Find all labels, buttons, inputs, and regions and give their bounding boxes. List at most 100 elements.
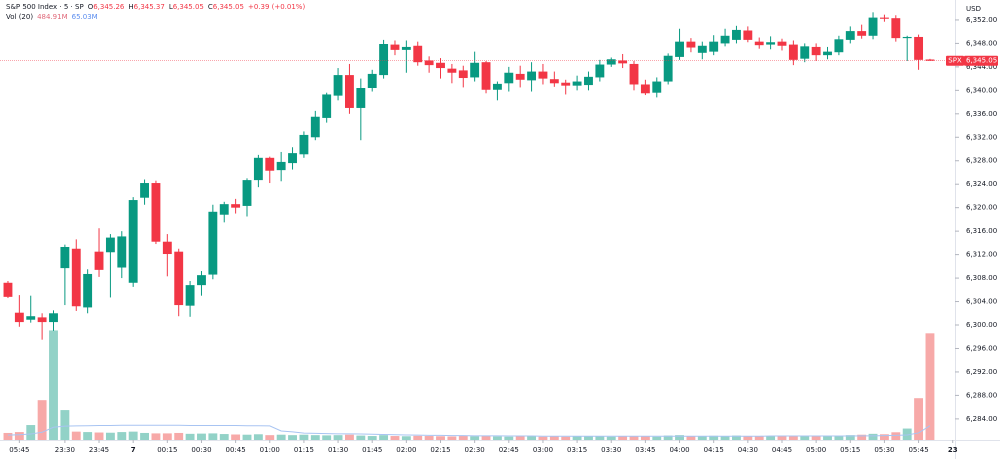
y-tick-label: 6,316.00: [966, 227, 997, 235]
volume-bar: [481, 435, 491, 440]
volume-bar: [879, 434, 889, 440]
candle-body: [527, 71, 537, 81]
candle-body: [640, 84, 650, 94]
ohlc-value: 6,345.05: [172, 3, 204, 11]
x-tick-label: 03:00: [533, 446, 553, 454]
volume-bar: [447, 436, 457, 440]
volume-bar: [219, 434, 229, 440]
volume-bar: [800, 436, 810, 440]
ohlc-key: O: [87, 3, 94, 11]
volume-bar: [197, 433, 206, 440]
volume-bar: [390, 436, 400, 440]
ohlc: H6,345.37: [128, 3, 164, 11]
y-tick-label: 6,332.00: [966, 133, 997, 141]
candle-body: [891, 18, 901, 39]
volume-row: Vol (20) 484.91M 65.03M: [6, 13, 98, 21]
volume-bar: [71, 431, 81, 440]
candle-body: [709, 41, 719, 52]
ohlc-value: 6,345.37: [133, 3, 165, 11]
volume-bar: [720, 436, 730, 440]
price-tag-label: 6,345.05: [966, 57, 997, 65]
volume-bar: [561, 436, 571, 440]
candle-body: [561, 82, 571, 86]
volume-bar: [458, 436, 468, 440]
candle-body: [618, 60, 628, 64]
volume-bar: [253, 434, 263, 440]
x-tick-label: 00:45: [226, 446, 246, 454]
volume-bar: [788, 435, 798, 440]
volume-bar: [914, 398, 924, 440]
x-tick-label: 02:00: [396, 446, 416, 454]
volume-bar: [504, 436, 514, 440]
candle-body: [675, 41, 684, 57]
price-tag-box: [964, 55, 998, 66]
volume-bar: [754, 436, 764, 440]
candle-body: [310, 116, 320, 138]
candle-body: [538, 71, 548, 79]
volume-bar: [49, 330, 58, 440]
x-tick-label: 05:00: [806, 446, 826, 454]
volume-bar: [83, 432, 93, 440]
change: +0.39 (+0.01%): [247, 3, 306, 11]
volume-bar: [151, 433, 161, 440]
ohlc: O6,345.26: [88, 3, 125, 11]
candle-body: [94, 251, 104, 270]
y-tick-label: 6,304.00: [966, 298, 997, 306]
y-tick-label: 6,292.00: [966, 368, 997, 376]
volume-bar: [356, 435, 366, 440]
candle-body: [811, 46, 821, 56]
volume-bar: [162, 433, 172, 440]
price-tag-symbol: SPX: [948, 57, 962, 65]
volume-bar: [322, 435, 332, 440]
candle-body: [652, 81, 662, 93]
volume-bar: [811, 436, 821, 440]
volume-label: Vol (20): [6, 13, 34, 21]
volume-bar: [14, 432, 24, 440]
volume-layer: [3, 330, 935, 440]
volume-bar: [174, 432, 184, 440]
volume-bar: [891, 432, 901, 440]
y-tick-label: 6,300.00: [966, 321, 997, 329]
candle-body: [800, 46, 810, 59]
candle-body: [766, 42, 776, 45]
candle-body: [83, 273, 93, 308]
candle-body: [401, 46, 411, 50]
volume-bar: [3, 432, 13, 440]
volume-bar: [310, 435, 320, 440]
volume-bar: [105, 432, 115, 440]
candle-body: [185, 285, 195, 306]
volume-bar: [26, 425, 36, 440]
volume-bar: [584, 436, 593, 440]
volume-bar: [117, 432, 127, 440]
volume-bar: [845, 435, 855, 440]
volume-bar: [208, 433, 218, 440]
candle-body: [606, 59, 616, 65]
volume-bar: [663, 435, 673, 440]
candle-body: [720, 35, 730, 44]
volume-bar: [367, 436, 377, 440]
volume-bar: [709, 435, 719, 440]
candle-body: [584, 76, 593, 86]
x-tick-label: 01:30: [328, 446, 348, 454]
currency: USD: [966, 5, 981, 13]
candle-body: [857, 31, 867, 36]
ohlc: C6,345.05: [208, 3, 244, 11]
y-tick-label: 6,336.00: [966, 110, 997, 118]
volume-bar: [527, 436, 537, 440]
candle-body: [49, 313, 58, 323]
volume-ma-line: [7, 424, 931, 437]
volume-bar: [732, 435, 741, 440]
x-tick-label: 05:45: [908, 446, 928, 454]
candle-body: [197, 275, 206, 286]
candle-body: [868, 17, 878, 36]
candle-body: [105, 237, 115, 253]
y-tick-label: 6,288.00: [966, 391, 997, 399]
y-tick-label: 6,308.00: [966, 274, 997, 282]
y-tick-label: 6,320.00: [966, 204, 997, 212]
candle-body: [595, 64, 605, 78]
candle-body: [162, 241, 172, 255]
ohlc-value: 6,345.26: [93, 3, 125, 11]
candle-body: [845, 31, 855, 40]
candle-body: [60, 246, 70, 269]
